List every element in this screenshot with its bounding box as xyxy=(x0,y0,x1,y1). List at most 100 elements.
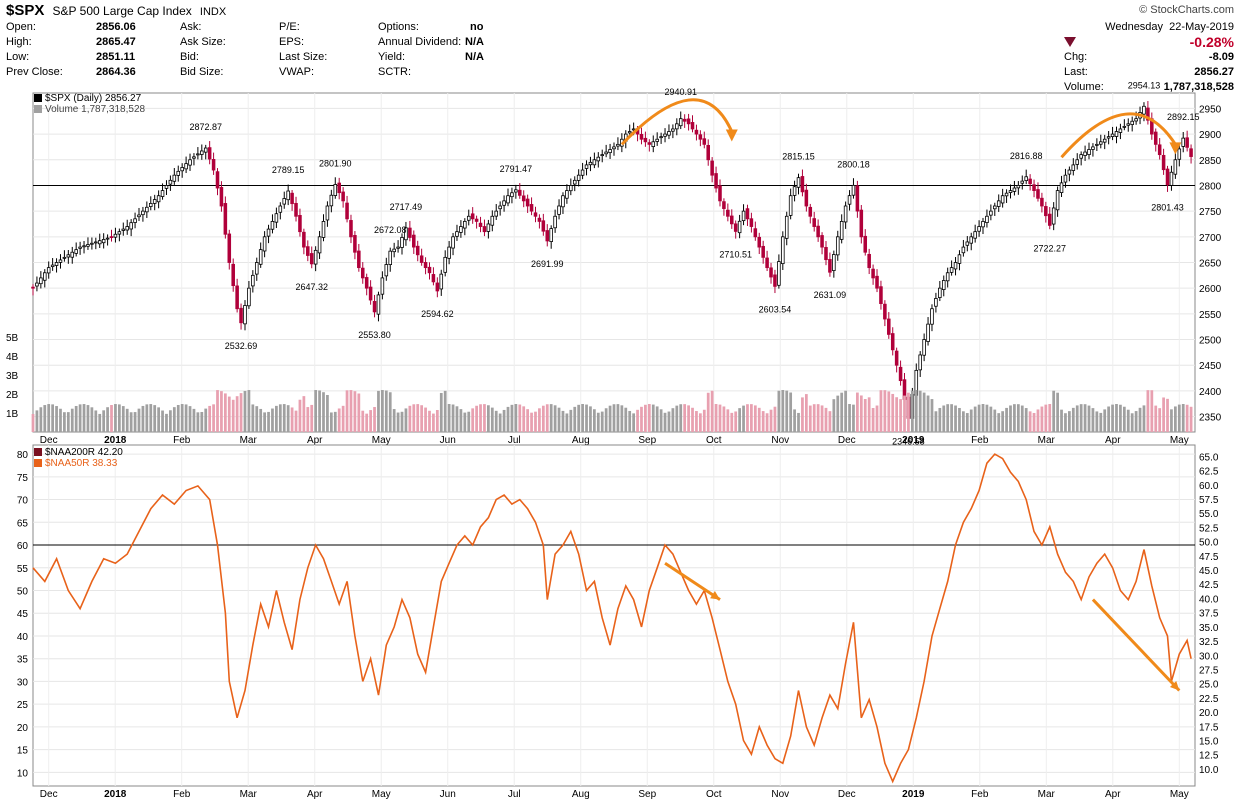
volume-bar xyxy=(129,412,133,432)
volume-bar xyxy=(844,390,847,432)
candle-body xyxy=(659,136,663,139)
candle-body xyxy=(757,236,762,248)
breadth-y-tick-left: 70 xyxy=(17,496,29,507)
candle-body xyxy=(137,214,141,218)
candle-body xyxy=(39,277,43,285)
candle-body xyxy=(859,209,864,238)
candle-body xyxy=(824,247,828,261)
candle-body xyxy=(627,131,632,134)
candle-body xyxy=(580,169,585,176)
quote-day: Wednesday xyxy=(1105,21,1164,33)
candle-body xyxy=(502,200,506,206)
volume-bar xyxy=(636,409,639,432)
volume-bar xyxy=(655,406,659,432)
candle-body xyxy=(388,250,393,265)
price-annotation: 2791.47 xyxy=(500,164,533,174)
candle-body xyxy=(525,198,530,207)
candle-body xyxy=(148,203,153,207)
breadth-x-tick: Aug xyxy=(572,789,590,800)
breadth-x-tick: May xyxy=(1170,789,1189,800)
volume-bar xyxy=(435,410,439,432)
volume-bar xyxy=(377,390,380,432)
breadth-x-tick: Jul xyxy=(508,789,521,800)
volume-bar xyxy=(1056,392,1059,432)
price-annotation: 2710.51 xyxy=(719,249,752,259)
volume-bar xyxy=(337,408,341,432)
volume-bar xyxy=(1130,413,1134,432)
candle-body xyxy=(993,205,997,210)
breadth-y-tick-right: 40.0 xyxy=(1199,594,1219,605)
price-x-tick: Mar xyxy=(240,435,258,446)
volume-bar xyxy=(1185,404,1189,432)
volume-bar xyxy=(1064,413,1067,432)
volume-bar xyxy=(494,410,498,432)
breadth-y-tick-left: 30 xyxy=(17,677,29,688)
volume-bar xyxy=(808,405,812,432)
ask-size-label: Ask Size: xyxy=(180,36,226,48)
price-x-tick: Sep xyxy=(638,435,656,446)
price-annotation: 2346.58 xyxy=(892,436,925,446)
price-annotation: 2872.87 xyxy=(189,122,222,132)
yield-label: Yield: xyxy=(378,51,406,63)
candle-body xyxy=(345,202,349,220)
volume-bar xyxy=(569,409,573,432)
volume-bar xyxy=(106,407,109,432)
breadth-y-tick-right: 17.5 xyxy=(1199,722,1219,733)
breadth-y-tick-left: 65 xyxy=(17,518,29,529)
volume-bar xyxy=(1087,405,1091,432)
candle-body xyxy=(1032,184,1036,191)
high-value: 2865.47 xyxy=(96,36,136,48)
price-y-tick: 2400 xyxy=(1199,387,1222,398)
stockcharts-logo[interactable]: © StockCharts.com xyxy=(1139,4,1234,16)
volume-bar xyxy=(223,393,227,432)
breadth-y-tick-right: 12.5 xyxy=(1199,751,1219,762)
candle-body xyxy=(384,264,389,277)
pct-change: -0.28% xyxy=(1189,34,1234,50)
volume-bar xyxy=(314,390,318,432)
volume-bar xyxy=(581,404,584,432)
breadth-y-tick-left: 80 xyxy=(17,450,29,461)
candle-body xyxy=(337,182,341,194)
price-arrowhead xyxy=(725,129,738,142)
price-y-tick: 2500 xyxy=(1199,336,1222,347)
candle-body xyxy=(1004,192,1009,197)
candle-body xyxy=(1000,195,1005,204)
volume-bar xyxy=(172,407,176,432)
naa50-legend-text: $NAA50R 38.33 xyxy=(45,458,118,469)
candle-body xyxy=(553,215,557,229)
volume-bar xyxy=(365,413,369,432)
volume-bar xyxy=(278,404,282,432)
candle-body xyxy=(969,236,974,244)
candle-body xyxy=(207,147,212,160)
volume-bar xyxy=(667,411,671,432)
volume-bar xyxy=(306,407,310,432)
breadth-y-tick-right: 47.5 xyxy=(1199,552,1219,563)
volume-bar xyxy=(145,404,149,432)
candle-body xyxy=(847,195,852,205)
candle-body xyxy=(306,246,310,256)
candle-body xyxy=(1181,137,1185,147)
volume-bar xyxy=(585,404,588,432)
candle-body xyxy=(309,253,314,265)
volume-bar xyxy=(1099,412,1103,432)
volume-bar xyxy=(608,405,612,432)
quote-date: Wednesday 22-May-2019 xyxy=(1105,20,1234,35)
candle-body xyxy=(1059,182,1064,194)
volume-tick: 5B xyxy=(6,333,19,344)
candle-body xyxy=(180,167,184,172)
price-arc-arrow-2 xyxy=(1060,112,1177,159)
volume-bar xyxy=(875,405,879,432)
candle-body xyxy=(435,282,440,292)
naa200-legend-text: $NAA200R 42.20 xyxy=(45,447,123,458)
candle-body xyxy=(639,133,644,140)
candle-body xyxy=(855,185,860,212)
volume-bar xyxy=(934,411,938,432)
candle-body xyxy=(360,267,365,279)
candle-body xyxy=(125,226,129,231)
candle-body xyxy=(286,190,290,201)
price-y-tick: 2900 xyxy=(1199,130,1222,141)
volume-bar xyxy=(1111,404,1114,432)
candle-body xyxy=(726,209,730,217)
volume-bar xyxy=(416,404,420,432)
candle-body xyxy=(930,308,934,325)
